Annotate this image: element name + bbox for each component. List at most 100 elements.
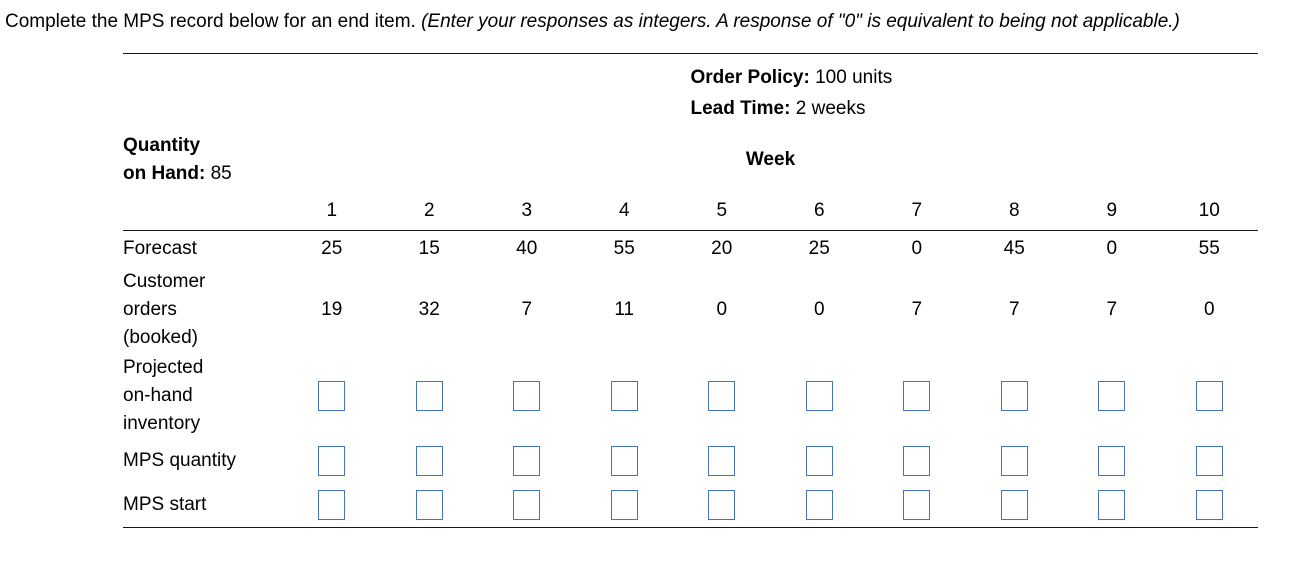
mps-quantity-cell-9 (1063, 446, 1161, 476)
input-projected-week-7[interactable] (903, 381, 931, 411)
quantity-on-hand-block: Quantity on Hand: 85 (123, 132, 283, 188)
mps-start-row: MPS start (123, 483, 1258, 527)
mps-start-cell-2 (381, 490, 479, 520)
mps-quantity-cell-8 (966, 446, 1064, 476)
mps-quantity-cell-7 (868, 446, 966, 476)
qoh-label-line1: Quantity (123, 135, 201, 156)
input-mps-quantity-week-8[interactable] (1000, 446, 1028, 476)
week-number-10: 10 (1198, 200, 1220, 221)
header-divider-rule (123, 230, 1258, 231)
forecast-week-9: 0 (1106, 238, 1118, 259)
table-bottom-rule (123, 527, 1258, 528)
customer-orders-week-6: 0 (813, 299, 825, 320)
input-mps-quantity-week-2[interactable] (415, 446, 443, 476)
input-mps-start-week-10[interactable] (1195, 490, 1223, 520)
lead-time-line: Lead Time: 2 weeks (691, 93, 1259, 124)
mps-quantity-cell-4 (576, 446, 674, 476)
input-mps-start-week-4[interactable] (610, 490, 638, 520)
input-mps-quantity-week-6[interactable] (805, 446, 833, 476)
input-mps-start-week-6[interactable] (805, 490, 833, 520)
input-mps-start-week-9[interactable] (1098, 490, 1126, 520)
mps-start-cell-5 (673, 490, 771, 520)
question-instruction: Complete the MPS record below for an end… (5, 11, 422, 32)
mps-quantity-row: MPS quantity (123, 439, 1258, 483)
customer-orders-week-4: 11 (614, 299, 635, 320)
order-policy-value: 100 units (815, 67, 893, 88)
week-number-1: 1 (326, 200, 338, 221)
input-mps-start-week-5[interactable] (708, 490, 736, 520)
input-mps-quantity-week-4[interactable] (610, 446, 638, 476)
week-numbers-row: 1 2 3 4 5 6 7 8 9 10 (123, 192, 1258, 230)
mps-quantity-cell-10 (1161, 446, 1259, 476)
mps-start-cell-6 (771, 490, 869, 520)
mps-quantity-cell-6 (771, 446, 869, 476)
mps-table: Order Policy: 100 units Lead Time: 2 wee… (123, 53, 1258, 528)
input-projected-week-4[interactable] (610, 381, 638, 411)
input-projected-week-8[interactable] (1000, 381, 1028, 411)
order-policy-line: Order Policy: 100 units (691, 62, 1259, 93)
projected-inventory-cell-6 (771, 381, 869, 411)
forecast-week-7: 0 (911, 238, 923, 259)
mps-start-cell-10 (1161, 490, 1259, 520)
week-number-6: 6 (813, 200, 825, 221)
forecast-week-10: 55 (1198, 238, 1220, 259)
input-mps-quantity-week-1[interactable] (318, 446, 346, 476)
qoh-label-line2: on Hand: 85 (123, 160, 283, 188)
customer-orders-week-10: 0 (1203, 299, 1215, 320)
input-projected-week-1[interactable] (318, 381, 346, 411)
projected-inventory-cell-2 (381, 381, 479, 411)
week-number-7: 7 (911, 200, 923, 221)
customer-orders-row: Customer orders (booked) 19 32 7 11 0 0 … (123, 267, 1258, 353)
week-number-2: 2 (423, 200, 435, 221)
input-mps-quantity-week-5[interactable] (708, 446, 736, 476)
mps-start-cell-3 (478, 490, 576, 520)
table-top-rule (123, 53, 1258, 54)
customer-orders-week-8: 7 (1008, 299, 1020, 320)
input-projected-week-5[interactable] (708, 381, 736, 411)
customer-orders-week-1: 19 (321, 299, 343, 320)
input-projected-week-3[interactable] (513, 381, 541, 411)
projected-inventory-cell-1 (283, 381, 381, 411)
customer-orders-week-2: 32 (418, 299, 440, 320)
question-text: Complete the MPS record below for an end… (0, 0, 1314, 36)
input-mps-quantity-week-9[interactable] (1098, 446, 1126, 476)
mps-start-cell-8 (966, 490, 1064, 520)
customer-orders-week-5: 0 (716, 299, 728, 320)
mps-start-cell-1 (283, 490, 381, 520)
week-number-9: 9 (1106, 200, 1118, 221)
input-mps-start-week-1[interactable] (318, 490, 346, 520)
customer-orders-week-9: 7 (1106, 299, 1118, 320)
mps-quantity-cell-5 (673, 446, 771, 476)
customer-orders-week-7: 7 (911, 299, 923, 320)
lead-time-label: Lead Time: (690, 98, 791, 119)
input-mps-start-week-2[interactable] (415, 490, 443, 520)
input-projected-week-10[interactable] (1195, 381, 1223, 411)
forecast-week-2: 15 (418, 238, 440, 259)
input-mps-start-week-8[interactable] (1000, 490, 1028, 520)
week-header: Week (745, 149, 796, 170)
projected-inventory-cell-3 (478, 381, 576, 411)
input-projected-week-2[interactable] (415, 381, 443, 411)
projected-inventory-cell-10 (1161, 381, 1259, 411)
mps-question-page: Complete the MPS record below for an end… (0, 0, 1314, 528)
input-mps-start-week-7[interactable] (903, 490, 931, 520)
mps-start-label: MPS start (123, 494, 207, 515)
projected-inventory-cell-8 (966, 381, 1064, 411)
projected-inventory-label: Projected on-hand inventory (123, 357, 204, 434)
qoh-week-row: Quantity on Hand: 85 Week (123, 126, 1258, 192)
forecast-row: Forecast 25 15 40 55 20 25 0 45 0 55 (123, 231, 1258, 267)
input-mps-quantity-week-3[interactable] (513, 446, 541, 476)
qoh-value: 85 (210, 163, 232, 184)
qoh-label: on Hand: (123, 163, 206, 184)
question-note: (Enter your responses as integers. A res… (421, 11, 1180, 32)
input-mps-start-week-3[interactable] (513, 490, 541, 520)
customer-orders-week-3: 7 (521, 299, 533, 320)
lead-time-value: 2 weeks (795, 98, 866, 119)
input-mps-quantity-week-7[interactable] (903, 446, 931, 476)
input-projected-week-6[interactable] (805, 381, 833, 411)
forecast-week-3: 40 (516, 238, 538, 259)
input-mps-quantity-week-10[interactable] (1195, 446, 1223, 476)
mps-start-cell-7 (868, 490, 966, 520)
input-projected-week-9[interactable] (1098, 381, 1126, 411)
week-number-5: 5 (716, 200, 728, 221)
